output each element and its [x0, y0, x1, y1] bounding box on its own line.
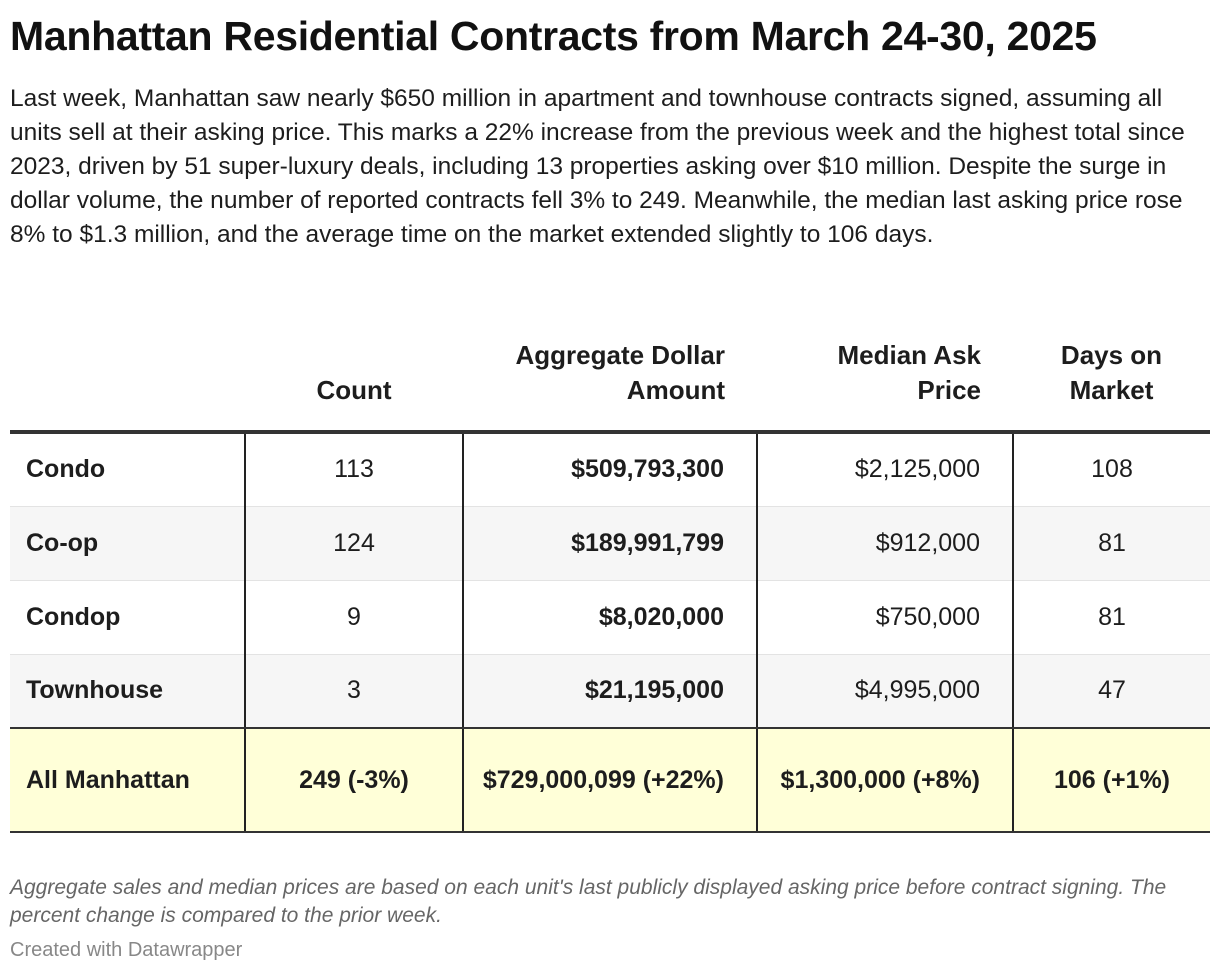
cell-type: Condop: [10, 580, 245, 655]
cell-days: 108: [1012, 432, 1210, 507]
cell-aggregate: $8,020,000: [462, 580, 757, 655]
header-aggregate: Aggregate Dollar Amount: [463, 338, 757, 434]
table-row: Townhouse 3 $21,195,000 $4,995,000 47: [10, 654, 1210, 729]
header-days: Days on Market: [1013, 338, 1210, 434]
header-median-ask: Median Ask Price: [757, 338, 1013, 434]
cell-count: 3: [244, 654, 463, 729]
datawrapper-credit[interactable]: Created with Datawrapper: [10, 939, 243, 961]
cell-aggregate: $21,195,000: [462, 654, 757, 729]
total-row: All Manhattan 249 (-3%) $729,000,099 (+2…: [10, 728, 1210, 833]
cell-median-ask: $912,000: [756, 506, 1013, 581]
header-count: Count: [245, 338, 463, 434]
cell-days: 81: [1012, 580, 1210, 655]
cell-aggregate: $509,793,300: [462, 432, 757, 507]
cell-type: Townhouse: [10, 654, 245, 729]
table-row: Condo 113 $509,793,300 $2,125,000 108: [10, 432, 1210, 507]
contracts-table: Count Aggregate Dollar Amount Median Ask…: [10, 338, 1210, 833]
cell-count: 124: [244, 506, 463, 581]
cell-count: 9: [244, 580, 463, 655]
total-aggregate: $729,000,099 (+22%): [462, 728, 757, 833]
cell-median-ask: $4,995,000: [756, 654, 1013, 729]
chart-description: Last week, Manhattan saw nearly $650 mil…: [10, 85, 1185, 248]
header-type: [10, 338, 245, 434]
cell-type: Condo: [10, 432, 245, 507]
cell-median-ask: $2,125,000: [756, 432, 1013, 507]
total-type: All Manhattan: [10, 728, 245, 833]
table-row: Co-op 124 $189,991,799 $912,000 81: [10, 506, 1210, 581]
cell-median-ask: $750,000: [756, 580, 1013, 655]
table-row: Condop 9 $8,020,000 $750,000 81: [10, 580, 1210, 655]
total-median-ask: $1,300,000 (+8%): [756, 728, 1013, 833]
cell-type: Co-op: [10, 506, 245, 581]
cell-aggregate: $189,991,799: [462, 506, 757, 581]
footnote: Aggregate sales and median prices are ba…: [10, 876, 1167, 927]
total-days: 106 (+1%): [1012, 728, 1210, 833]
total-count: 249 (-3%): [244, 728, 463, 833]
chart-title: Manhattan Residential Contracts from Mar…: [10, 13, 1097, 59]
cell-days: 81: [1012, 506, 1210, 581]
table-header-row: Count Aggregate Dollar Amount Median Ask…: [10, 338, 1210, 434]
cell-count: 113: [244, 432, 463, 507]
cell-days: 47: [1012, 654, 1210, 729]
